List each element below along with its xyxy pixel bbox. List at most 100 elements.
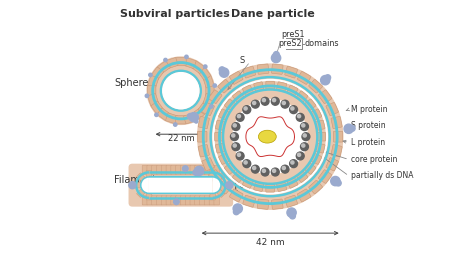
- FancyBboxPatch shape: [210, 170, 216, 180]
- Circle shape: [232, 134, 235, 137]
- Circle shape: [237, 115, 240, 118]
- FancyBboxPatch shape: [331, 116, 342, 129]
- Circle shape: [243, 160, 251, 168]
- FancyBboxPatch shape: [200, 196, 205, 205]
- Circle shape: [164, 58, 167, 62]
- FancyBboxPatch shape: [185, 196, 191, 205]
- FancyBboxPatch shape: [148, 76, 159, 88]
- Circle shape: [243, 106, 251, 114]
- Circle shape: [271, 168, 279, 176]
- FancyBboxPatch shape: [254, 82, 264, 91]
- FancyBboxPatch shape: [218, 180, 232, 194]
- Circle shape: [244, 107, 247, 110]
- FancyBboxPatch shape: [147, 165, 153, 174]
- Circle shape: [272, 53, 281, 63]
- FancyBboxPatch shape: [219, 154, 229, 164]
- Circle shape: [302, 144, 305, 147]
- FancyBboxPatch shape: [215, 143, 225, 153]
- Circle shape: [226, 182, 233, 189]
- Circle shape: [290, 106, 298, 114]
- FancyBboxPatch shape: [285, 66, 298, 78]
- FancyBboxPatch shape: [191, 108, 204, 120]
- Circle shape: [251, 165, 259, 173]
- Circle shape: [244, 161, 247, 164]
- FancyBboxPatch shape: [232, 171, 244, 182]
- Circle shape: [290, 213, 295, 219]
- Circle shape: [204, 65, 207, 68]
- FancyBboxPatch shape: [209, 196, 215, 205]
- FancyBboxPatch shape: [142, 196, 148, 205]
- FancyBboxPatch shape: [183, 58, 196, 68]
- FancyBboxPatch shape: [215, 187, 225, 197]
- FancyBboxPatch shape: [210, 191, 216, 200]
- Circle shape: [302, 133, 310, 141]
- Circle shape: [210, 105, 213, 108]
- FancyBboxPatch shape: [297, 171, 308, 182]
- FancyBboxPatch shape: [297, 189, 311, 202]
- Circle shape: [237, 153, 240, 156]
- FancyBboxPatch shape: [161, 196, 167, 205]
- FancyBboxPatch shape: [147, 85, 156, 96]
- Circle shape: [189, 112, 198, 122]
- Circle shape: [253, 101, 256, 104]
- Circle shape: [213, 84, 217, 87]
- FancyBboxPatch shape: [333, 131, 343, 142]
- FancyBboxPatch shape: [157, 61, 170, 74]
- FancyBboxPatch shape: [146, 170, 152, 180]
- FancyBboxPatch shape: [166, 113, 178, 124]
- Wedge shape: [142, 178, 149, 193]
- FancyBboxPatch shape: [219, 109, 229, 120]
- FancyBboxPatch shape: [198, 101, 210, 114]
- Text: preS1: preS1: [282, 30, 305, 39]
- Circle shape: [187, 114, 193, 119]
- Circle shape: [182, 166, 188, 171]
- FancyBboxPatch shape: [148, 93, 159, 106]
- Text: S: S: [240, 56, 245, 65]
- Circle shape: [296, 152, 304, 160]
- FancyBboxPatch shape: [214, 165, 219, 174]
- Circle shape: [298, 153, 301, 156]
- FancyBboxPatch shape: [257, 199, 269, 209]
- FancyBboxPatch shape: [161, 165, 167, 174]
- FancyBboxPatch shape: [195, 165, 201, 174]
- FancyBboxPatch shape: [151, 101, 164, 114]
- FancyBboxPatch shape: [309, 79, 322, 93]
- Circle shape: [331, 176, 340, 186]
- Circle shape: [233, 204, 242, 213]
- FancyBboxPatch shape: [191, 61, 204, 74]
- FancyBboxPatch shape: [287, 85, 298, 95]
- FancyBboxPatch shape: [166, 58, 178, 68]
- FancyBboxPatch shape: [272, 64, 283, 74]
- FancyBboxPatch shape: [242, 178, 253, 188]
- Circle shape: [233, 209, 239, 215]
- Circle shape: [149, 73, 152, 77]
- FancyBboxPatch shape: [134, 182, 143, 188]
- Circle shape: [336, 180, 341, 186]
- FancyBboxPatch shape: [152, 165, 157, 174]
- FancyBboxPatch shape: [156, 165, 162, 174]
- Circle shape: [173, 123, 177, 126]
- Circle shape: [349, 126, 355, 131]
- FancyBboxPatch shape: [224, 163, 236, 174]
- FancyBboxPatch shape: [185, 165, 191, 174]
- Circle shape: [296, 114, 304, 121]
- FancyBboxPatch shape: [202, 102, 214, 116]
- Circle shape: [219, 67, 225, 72]
- FancyBboxPatch shape: [198, 67, 210, 80]
- Circle shape: [251, 100, 259, 108]
- Circle shape: [233, 100, 307, 174]
- Circle shape: [194, 120, 198, 123]
- FancyBboxPatch shape: [137, 187, 147, 197]
- Circle shape: [232, 123, 240, 131]
- FancyBboxPatch shape: [243, 195, 255, 207]
- Circle shape: [147, 57, 215, 124]
- FancyBboxPatch shape: [272, 199, 283, 209]
- Text: 42 nm: 42 nm: [256, 238, 284, 247]
- FancyBboxPatch shape: [166, 165, 172, 174]
- FancyBboxPatch shape: [229, 71, 243, 84]
- Circle shape: [219, 68, 229, 77]
- Text: Subviral particles: Subviral particles: [119, 9, 229, 19]
- FancyBboxPatch shape: [152, 196, 157, 205]
- FancyBboxPatch shape: [183, 113, 196, 124]
- FancyBboxPatch shape: [206, 85, 214, 96]
